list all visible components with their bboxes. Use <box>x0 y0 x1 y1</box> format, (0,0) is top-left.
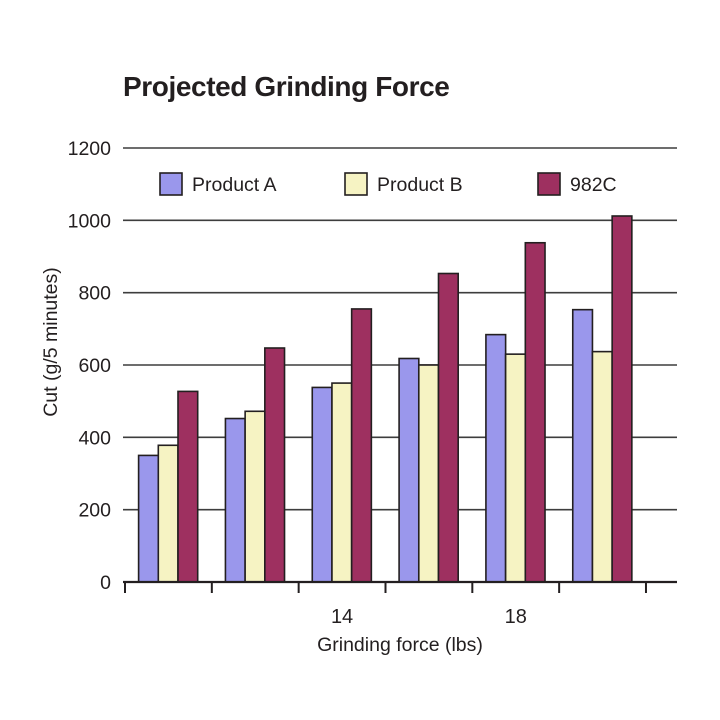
bar-product-a-group-1 <box>137 454 160 583</box>
bar-product-b-group-1 <box>157 444 179 583</box>
bar-982c-group-6 <box>611 215 633 583</box>
x-tick-label-14: 14 <box>331 606 353 628</box>
y-tick-label-1000: 1000 <box>68 210 112 232</box>
legend-label-982c: 982C <box>570 174 617 196</box>
y-tick-label-0: 0 <box>100 572 111 594</box>
bar-982c-group-4 <box>437 272 459 583</box>
x-tick-label-18: 18 <box>505 606 527 628</box>
y-tick-label-1200: 1200 <box>68 138 112 160</box>
chart-title: Projected Grinding Force <box>123 71 450 102</box>
bar-product-b-group-3 <box>331 382 353 583</box>
legend-label-product-a: Product A <box>192 174 277 196</box>
bar-982c-group-5 <box>524 241 546 583</box>
y-tick-label-400: 400 <box>78 427 111 449</box>
bar-product-a-group-2 <box>224 417 246 583</box>
bar-product-a-group-6 <box>571 308 594 583</box>
y-axis-title: Cut (g/5 minutes) <box>40 267 62 417</box>
legend-swatch-product-a <box>159 172 183 196</box>
x-axis-title: Grinding force (lbs) <box>317 634 483 656</box>
y-tick-label-600: 600 <box>78 355 111 377</box>
bar-product-b-group-2 <box>244 410 266 583</box>
bar-982c-group-2 <box>264 347 286 583</box>
legend-label-product-b: Product B <box>377 174 463 196</box>
bar-982c-group-1 <box>177 390 199 583</box>
bar-product-b-group-5 <box>504 353 527 583</box>
bar-982c-group-3 <box>350 308 373 583</box>
y-tick-label-200: 200 <box>78 500 111 522</box>
y-tick-label-800: 800 <box>78 283 111 305</box>
bar-product-a-group-5 <box>485 333 507 583</box>
bar-product-b-group-4 <box>417 364 440 583</box>
bar-product-b-group-6 <box>591 350 613 583</box>
legend-swatch-product-b <box>344 172 368 196</box>
bar-product-a-group-3 <box>311 386 333 583</box>
bar-product-a-group-4 <box>398 357 420 583</box>
legend-swatch-982c <box>537 172 561 196</box>
